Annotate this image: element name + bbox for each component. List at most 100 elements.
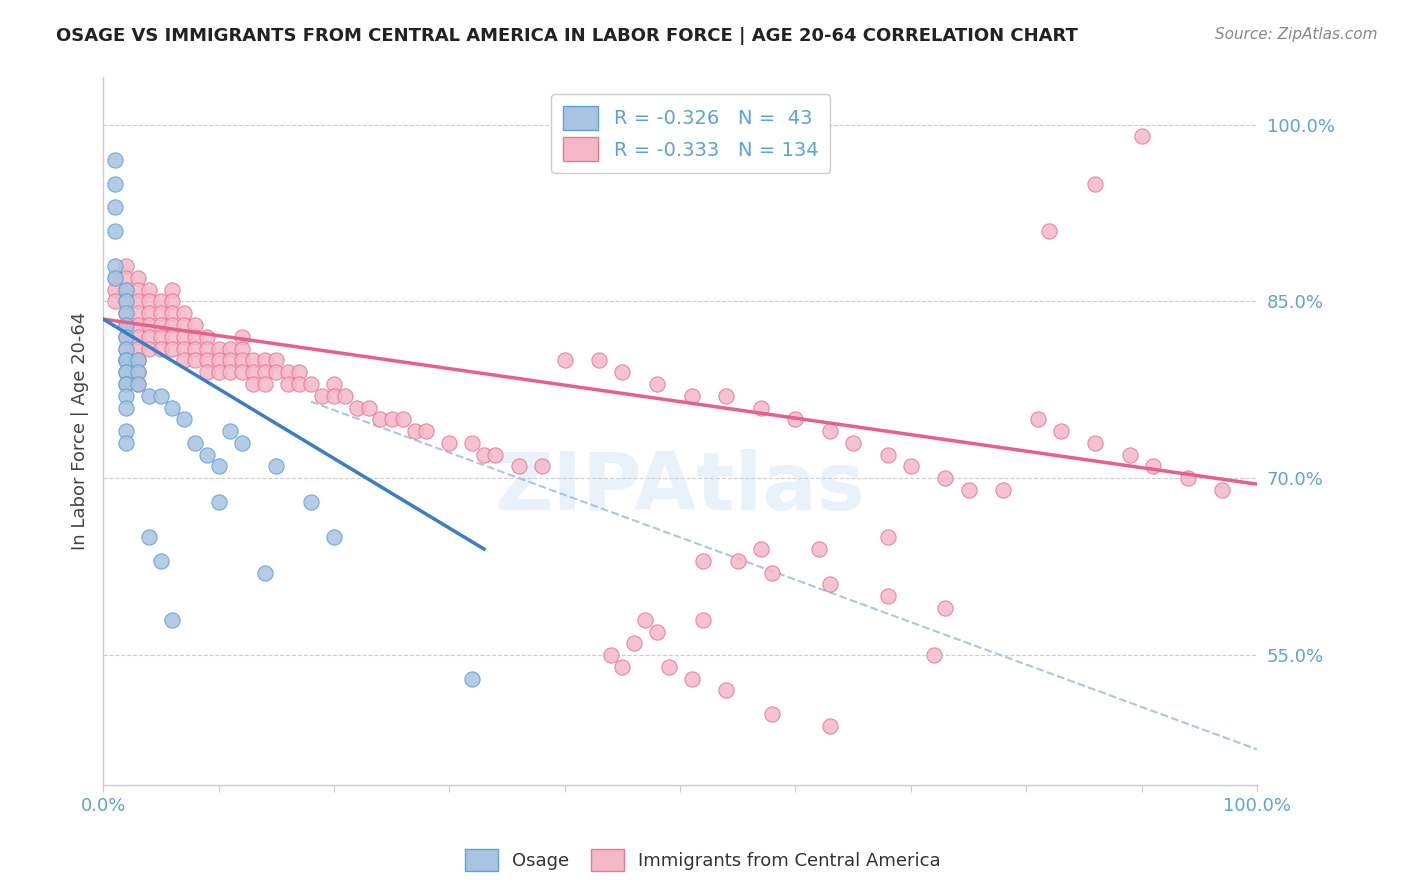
- Point: [530, 459, 553, 474]
- Point: [115, 342, 138, 356]
- Point: [149, 330, 172, 344]
- Point: [115, 306, 138, 320]
- Point: [127, 318, 149, 332]
- Point: [1177, 471, 1199, 485]
- Point: [231, 330, 253, 344]
- Point: [311, 389, 333, 403]
- Point: [127, 376, 149, 391]
- Point: [149, 306, 172, 320]
- Point: [162, 613, 184, 627]
- Point: [749, 401, 772, 415]
- Point: [115, 294, 138, 309]
- Point: [392, 412, 415, 426]
- Point: [1038, 224, 1060, 238]
- Point: [207, 353, 229, 368]
- Point: [115, 318, 138, 332]
- Point: [484, 448, 506, 462]
- Legend: R = -0.326   N =  43, R = -0.333   N = 134: R = -0.326 N = 43, R = -0.333 N = 134: [551, 95, 830, 173]
- Point: [138, 283, 160, 297]
- Point: [1026, 412, 1049, 426]
- Point: [104, 177, 127, 191]
- Point: [173, 306, 195, 320]
- Point: [242, 353, 264, 368]
- Point: [173, 353, 195, 368]
- Point: [692, 554, 714, 568]
- Text: Source: ZipAtlas.com: Source: ZipAtlas.com: [1215, 27, 1378, 42]
- Point: [727, 554, 749, 568]
- Point: [115, 376, 138, 391]
- Point: [115, 283, 138, 297]
- Point: [264, 365, 287, 379]
- Point: [253, 365, 276, 379]
- Point: [104, 283, 127, 297]
- Text: ZIPAtlas: ZIPAtlas: [495, 449, 866, 526]
- Legend: Osage, Immigrants from Central America: Osage, Immigrants from Central America: [458, 842, 948, 879]
- Point: [461, 672, 484, 686]
- Point: [115, 294, 138, 309]
- Point: [761, 566, 783, 580]
- Point: [127, 270, 149, 285]
- Point: [173, 318, 195, 332]
- Point: [472, 448, 495, 462]
- Point: [127, 283, 149, 297]
- Point: [991, 483, 1014, 497]
- Point: [588, 353, 610, 368]
- Point: [162, 306, 184, 320]
- Point: [264, 459, 287, 474]
- Point: [900, 459, 922, 474]
- Point: [508, 459, 530, 474]
- Point: [115, 306, 138, 320]
- Point: [184, 436, 207, 450]
- Point: [138, 530, 160, 544]
- Point: [692, 613, 714, 627]
- Point: [1130, 129, 1153, 144]
- Point: [761, 706, 783, 721]
- Y-axis label: In Labor Force | Age 20-64: In Labor Force | Age 20-64: [72, 312, 89, 550]
- Point: [818, 424, 841, 438]
- Point: [138, 318, 160, 332]
- Point: [195, 342, 218, 356]
- Point: [842, 436, 865, 450]
- Point: [104, 224, 127, 238]
- Point: [115, 365, 138, 379]
- Point: [288, 376, 311, 391]
- Point: [231, 353, 253, 368]
- Point: [288, 365, 311, 379]
- Point: [173, 342, 195, 356]
- Point: [322, 530, 344, 544]
- Point: [554, 353, 576, 368]
- Point: [127, 376, 149, 391]
- Point: [299, 495, 322, 509]
- Point: [115, 365, 138, 379]
- Point: [242, 376, 264, 391]
- Point: [749, 541, 772, 556]
- Point: [115, 353, 138, 368]
- Point: [207, 495, 229, 509]
- Point: [115, 401, 138, 415]
- Point: [645, 376, 668, 391]
- Point: [115, 330, 138, 344]
- Point: [127, 353, 149, 368]
- Point: [115, 330, 138, 344]
- Point: [104, 270, 127, 285]
- Point: [716, 683, 738, 698]
- Point: [115, 259, 138, 273]
- Point: [264, 353, 287, 368]
- Point: [195, 365, 218, 379]
- Point: [681, 672, 703, 686]
- Point: [922, 648, 945, 662]
- Point: [195, 353, 218, 368]
- Point: [115, 376, 138, 391]
- Point: [115, 270, 138, 285]
- Point: [184, 353, 207, 368]
- Point: [876, 589, 898, 603]
- Point: [104, 270, 127, 285]
- Point: [807, 541, 830, 556]
- Point: [162, 330, 184, 344]
- Point: [195, 330, 218, 344]
- Point: [162, 283, 184, 297]
- Point: [231, 365, 253, 379]
- Point: [115, 318, 138, 332]
- Point: [612, 660, 634, 674]
- Point: [115, 389, 138, 403]
